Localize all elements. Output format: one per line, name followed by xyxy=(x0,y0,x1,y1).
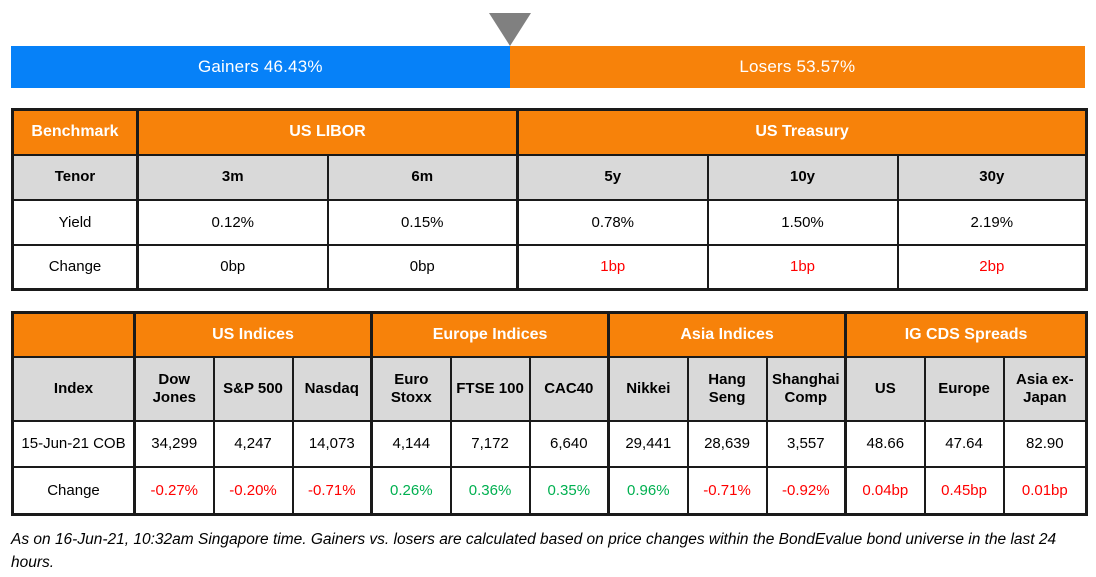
benchmark-corner-header: Benchmark xyxy=(11,108,139,156)
change-cac40: 0.35% xyxy=(528,465,611,516)
change-dow-jones: -0.27% xyxy=(133,465,215,516)
ig-cds-spreads-group-header: IG CDS Spreads xyxy=(844,311,1088,358)
col-header-us-cds: US xyxy=(844,355,926,422)
col-header-cac40: CAC40 xyxy=(528,355,611,422)
down-triangle-icon xyxy=(488,13,531,46)
value-shanghai-comp: 3,557 xyxy=(765,419,848,468)
value-cac40: 6,640 xyxy=(528,419,611,468)
us-treasury-group-header: US Treasury xyxy=(516,108,1088,156)
us-libor-group-header: US LIBOR xyxy=(136,108,520,156)
change-5y-cell: 1bp xyxy=(516,243,709,291)
gainers-label: Gainers 46.43% xyxy=(197,57,323,76)
europe-indices-group-header: Europe Indices xyxy=(370,311,611,358)
value-hang-seng: 28,639 xyxy=(686,419,768,468)
change-asia-ex-japan-cds: 0.01bp xyxy=(1002,465,1088,516)
col-header-nasdaq: Nasdaq xyxy=(291,355,374,422)
benchmark-change-row-header: Change xyxy=(11,243,139,291)
change-3m-cell: 0bp xyxy=(136,243,329,291)
col-header-ftse-100: FTSE 100 xyxy=(449,355,531,422)
yield-row-header: Yield xyxy=(11,198,139,246)
indices-table: US Indices Europe Indices Asia Indices I… xyxy=(11,311,1089,516)
change-6m-cell: 0bp xyxy=(326,243,520,291)
col-header-hang-seng: Hang Seng xyxy=(686,355,768,422)
change-us-cds: 0.04bp xyxy=(844,465,926,516)
yield-10y-cell: 1.50% xyxy=(706,198,899,246)
gainers-losers-bar: Gainers 46.43% Losers 53.57% xyxy=(11,46,1085,88)
change-shanghai-comp: -0.92% xyxy=(765,465,848,516)
col-header-sp500: S&P 500 xyxy=(212,355,294,422)
gainers-segment: Gainers 46.43% xyxy=(11,46,510,88)
value-ftse-100: 7,172 xyxy=(449,419,531,468)
index-row-header: Index xyxy=(11,355,136,422)
tenor-10y-header: 10y xyxy=(706,153,899,201)
col-header-shanghai-comp: Shanghai Comp xyxy=(765,355,848,422)
losers-label: Losers 53.57% xyxy=(739,57,856,76)
change-nasdaq: -0.71% xyxy=(291,465,374,516)
change-hang-seng: -0.71% xyxy=(686,465,768,516)
value-asia-ex-japan-cds: 82.90 xyxy=(1002,419,1088,468)
tenor-row-header: Tenor xyxy=(11,153,139,201)
yield-30y-cell: 2.19% xyxy=(896,198,1088,246)
change-europe-cds: 0.45bp xyxy=(923,465,1005,516)
change-10y-cell: 1bp xyxy=(706,243,899,291)
tenor-30y-header: 30y xyxy=(896,153,1088,201)
value-sp500: 4,247 xyxy=(212,419,294,468)
col-header-dow-jones: Dow Jones xyxy=(133,355,215,422)
col-header-nikkei: Nikkei xyxy=(607,355,689,422)
yield-6m-cell: 0.15% xyxy=(326,198,520,246)
col-header-euro-stoxx: Euro Stoxx xyxy=(370,355,452,422)
change-euro-stoxx: 0.26% xyxy=(370,465,452,516)
col-header-asia-ex-japan-cds: Asia ex-Japan xyxy=(1002,355,1088,422)
change-nikkei: 0.96% xyxy=(607,465,689,516)
yield-5y-cell: 0.78% xyxy=(516,198,709,246)
tenor-3m-header: 3m xyxy=(136,153,329,201)
value-dow-jones: 34,299 xyxy=(133,419,215,468)
value-nasdaq: 14,073 xyxy=(291,419,374,468)
indices-change-row-header: Change xyxy=(11,465,136,516)
change-ftse-100: 0.36% xyxy=(449,465,531,516)
footnote-text: As on 16-Jun-21, 10:32am Singapore time.… xyxy=(11,531,1057,572)
cob-row-header: 15-Jun-21 COB xyxy=(11,419,136,468)
gainers-losers-marker-row xyxy=(11,8,1085,46)
us-indices-group-header: US Indices xyxy=(133,311,374,358)
change-30y-cell: 2bp xyxy=(896,243,1088,291)
tenor-6m-header: 6m xyxy=(326,153,520,201)
value-europe-cds: 47.64 xyxy=(923,419,1005,468)
indices-corner-spacer xyxy=(11,311,136,358)
benchmark-table: Benchmark US LIBOR US Treasury Tenor 3m … xyxy=(11,108,1089,291)
change-sp500: -0.20% xyxy=(212,465,294,516)
value-us-cds: 48.66 xyxy=(844,419,926,468)
tenor-5y-header: 5y xyxy=(516,153,709,201)
asia-indices-group-header: Asia Indices xyxy=(607,311,848,358)
value-euro-stoxx: 4,144 xyxy=(370,419,452,468)
yield-3m-cell: 0.12% xyxy=(136,198,329,246)
value-nikkei: 29,441 xyxy=(607,419,689,468)
losers-segment: Losers 53.57% xyxy=(509,46,1085,88)
col-header-europe-cds: Europe xyxy=(923,355,1005,422)
